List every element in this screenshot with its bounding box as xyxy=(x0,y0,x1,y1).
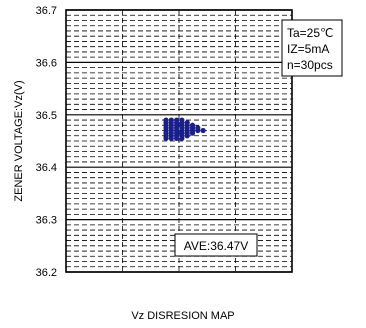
y-tick-labels: 36.7 36.6 36.5 36.4 36.3 36.2 xyxy=(36,5,57,279)
data-point xyxy=(174,135,180,141)
y-tick-label: 36.6 xyxy=(36,57,57,69)
y-tick-label: 36.7 xyxy=(36,5,57,17)
average-label: AVE:36.47V xyxy=(184,239,249,253)
condition-sample-count: n=30pcs xyxy=(287,58,333,72)
data-points xyxy=(163,117,206,141)
data-point xyxy=(168,135,174,141)
data-point xyxy=(189,130,196,136)
y-tick-label: 36.5 xyxy=(36,110,57,122)
plot-frame xyxy=(65,9,293,273)
x-axis-label: Vz DISRESION MAP xyxy=(131,310,234,322)
condition-current: IZ=5mA xyxy=(287,42,329,56)
data-point xyxy=(184,133,190,139)
condition-temperature: Ta=25℃ xyxy=(287,26,334,40)
y-tick-label: 36.2 xyxy=(36,267,57,279)
y-tick-label: 36.4 xyxy=(36,162,57,174)
data-point xyxy=(200,127,206,134)
y-axis-label: ZENER VOLTAGE:Vz(V) xyxy=(13,80,25,201)
data-point xyxy=(163,135,169,141)
data-point xyxy=(195,127,201,134)
grid-layer xyxy=(66,9,292,273)
average-box: AVE:36.47V xyxy=(174,233,258,257)
data-point xyxy=(179,135,185,141)
y-tick-label: 36.3 xyxy=(36,215,57,227)
conditions-box: Ta=25℃ IZ=5mA n=30pcs xyxy=(281,19,343,77)
